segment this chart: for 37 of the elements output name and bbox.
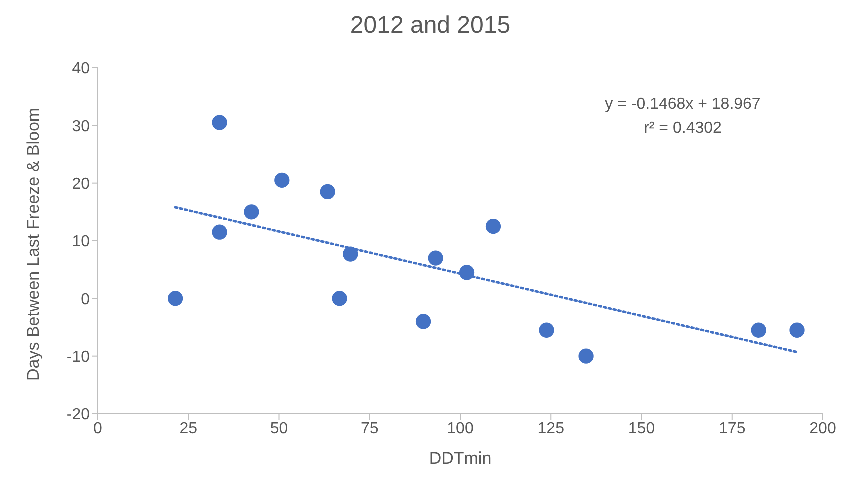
point (274, 172, 290, 188)
point (459, 265, 475, 280)
x-tick-label: 0 (94, 420, 103, 438)
x-tick-label: 75 (360, 420, 379, 438)
x-tick-label: 150 (628, 420, 656, 438)
y-axis-title: Days Between Last Freeze & Bloom (24, 108, 44, 381)
point (428, 250, 444, 266)
x-tick-label: 50 (270, 420, 288, 438)
x-tick-label: 200 (810, 420, 836, 438)
point (751, 322, 766, 338)
point (790, 322, 805, 338)
y-tick-label: 40 (72, 60, 90, 78)
point (416, 314, 432, 330)
point (578, 348, 594, 364)
y-tick-label: 30 (72, 118, 90, 136)
x-axis-title: DDTmin (429, 449, 492, 468)
point (539, 322, 554, 338)
x-tick-label: 125 (538, 420, 565, 438)
x-tick-label: 100 (447, 420, 474, 438)
y-tick-label: 0 (81, 291, 90, 308)
x-tick-label: 25 (180, 420, 198, 438)
y-tick-label: -20 (66, 406, 90, 424)
y-tick-label: 10 (72, 234, 90, 251)
point (168, 291, 184, 306)
y-tick-label: -10 (66, 349, 90, 366)
annotation: r² = 0.4302 (643, 120, 723, 138)
point (320, 184, 336, 200)
point (343, 246, 358, 262)
annotation: y = -0.1468x + 18.967 (604, 96, 762, 114)
point (212, 115, 228, 130)
point (332, 291, 348, 306)
point (486, 219, 502, 234)
x-tick-label: 175 (719, 420, 746, 438)
point (244, 204, 260, 220)
point (212, 224, 228, 240)
y-tick-label: 20 (72, 176, 90, 194)
chart-title: 2012 and 2015 (349, 12, 512, 40)
